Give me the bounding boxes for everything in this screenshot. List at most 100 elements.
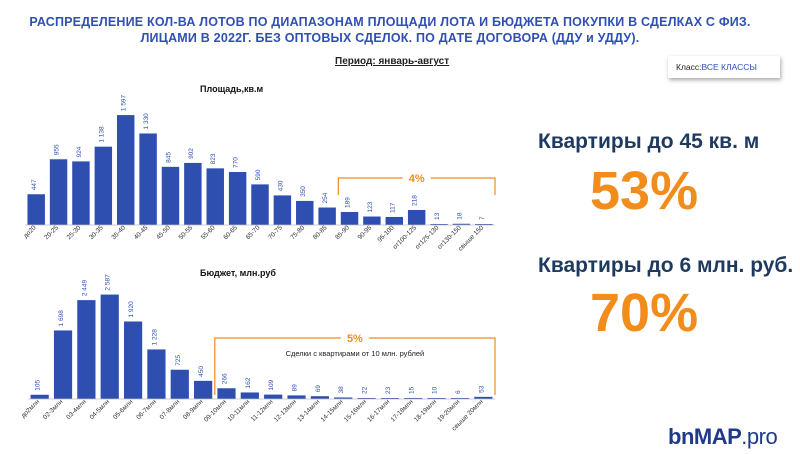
annotation-text: 4% <box>409 173 425 185</box>
data-label: 902 <box>188 148 195 159</box>
bar <box>363 216 381 225</box>
data-label: 89 <box>292 384 299 392</box>
data-label: 725 <box>175 355 182 366</box>
data-label: 823 <box>210 153 217 164</box>
data-label: 1 920 <box>128 301 135 318</box>
bar <box>380 398 400 399</box>
bar <box>94 146 113 225</box>
bar <box>357 398 376 399</box>
data-label: 845 <box>165 152 172 163</box>
data-label: 189 <box>345 197 352 208</box>
category-label: 95-100 <box>376 224 396 244</box>
category-label: 05-6млн <box>112 398 135 421</box>
data-label: 1 597 <box>121 94 128 111</box>
data-label: 1 698 <box>58 310 65 327</box>
category-label: до2млн <box>20 398 41 419</box>
category-label: до20 <box>22 224 38 240</box>
category-label: 03-4млн <box>65 398 88 421</box>
data-label: 955 <box>54 144 61 155</box>
bar <box>184 162 202 225</box>
bar <box>123 321 143 399</box>
annotation-mask <box>340 332 369 344</box>
data-label: 109 <box>268 379 275 390</box>
bar <box>147 349 166 399</box>
category-label: 60-65 <box>222 224 239 241</box>
class-filter-value: ВСЕ КЛАССЫ <box>701 62 757 72</box>
area-chart-title: Площадь,кв.м <box>200 84 264 94</box>
bar <box>251 184 269 225</box>
bar <box>27 194 45 225</box>
category-label: 80-85 <box>312 224 329 241</box>
bar <box>100 294 119 399</box>
data-label: 69 <box>315 385 322 393</box>
category-label: 11-12млн <box>250 398 275 423</box>
category-label: 65-70 <box>245 224 262 241</box>
data-label: 1 330 <box>143 113 150 130</box>
category-label: 45-50 <box>155 224 172 241</box>
budget-stat-value: 70% <box>590 283 699 343</box>
data-label: 218 <box>412 195 419 206</box>
data-label: 770 <box>233 157 240 168</box>
category-label: 30-35 <box>88 224 105 241</box>
data-label: 15 <box>408 386 415 394</box>
bar <box>450 398 470 399</box>
category-label: 07-8млн <box>159 398 182 421</box>
budget-chart-title: Бюджет, млн.руб <box>200 268 276 278</box>
bar <box>427 398 446 399</box>
data-label: 1 138 <box>98 126 105 143</box>
period-label: Период: январь-август <box>335 56 450 67</box>
bar <box>264 394 283 399</box>
class-filter-label: Класс: <box>676 62 702 72</box>
category-label: 15-16млн <box>343 398 368 423</box>
data-label: 350 <box>300 186 307 197</box>
data-label: 18 <box>456 212 463 220</box>
bar <box>296 200 314 225</box>
page-title: РАСПРЕДЕЛЕНИЕ КОЛ-ВА ЛОТОВ ПО ДИАПАЗОНАМ… <box>29 15 751 45</box>
annotation-text: 5% <box>347 333 363 345</box>
data-label: 162 <box>245 377 252 388</box>
area-stat-value: 53% <box>590 161 699 221</box>
data-label: 53 <box>478 385 485 393</box>
bar <box>407 209 426 225</box>
category-label: 17-18млн <box>390 398 415 423</box>
budget-stat-label: Квартиры до 6 млн. руб. <box>538 254 794 277</box>
data-label: 450 <box>198 366 205 377</box>
category-label: 18-19млн <box>413 398 438 423</box>
category-label: 13-14млн <box>296 398 321 423</box>
bar <box>318 207 336 225</box>
data-label: 6 <box>455 390 462 394</box>
category-label: 85-90 <box>334 224 351 241</box>
bar <box>310 396 329 399</box>
logo-main: bnMAP <box>668 424 742 449</box>
bar <box>452 223 471 225</box>
annotation-subtext: Сделки с квартирами от 10 млн. рублей <box>286 349 425 358</box>
bar <box>287 395 306 399</box>
bar <box>116 115 135 225</box>
category-label: 55-60 <box>200 224 217 241</box>
data-label: 10 <box>432 386 439 394</box>
category-label: 75-80 <box>289 224 306 241</box>
category-label: 09-10млн <box>203 398 228 423</box>
data-label: 430 <box>277 180 284 191</box>
category-label: 16-17млн <box>366 398 391 423</box>
category-label: 02-3млн <box>42 398 65 421</box>
annotation-mask <box>402 172 431 184</box>
category-label: 50-55 <box>178 224 195 241</box>
class-filter[interactable]: Класс:ВСЕ КЛАССЫ <box>668 56 780 78</box>
bar <box>404 398 423 399</box>
data-label: 117 <box>389 202 396 213</box>
category-label: 35-40 <box>110 224 127 241</box>
category-label: 25-30 <box>66 224 83 241</box>
bar <box>475 224 493 225</box>
bar <box>170 369 189 399</box>
category-label: 10-11млн <box>226 398 251 423</box>
bar <box>334 397 353 399</box>
category-label: 20-25 <box>43 224 60 241</box>
data-label: 123 <box>367 201 374 212</box>
data-label: 38 <box>338 386 345 394</box>
bar <box>430 224 448 225</box>
bar <box>206 168 224 225</box>
category-label: 14-15млн <box>320 398 345 423</box>
bar <box>474 396 493 399</box>
bar <box>30 394 49 399</box>
